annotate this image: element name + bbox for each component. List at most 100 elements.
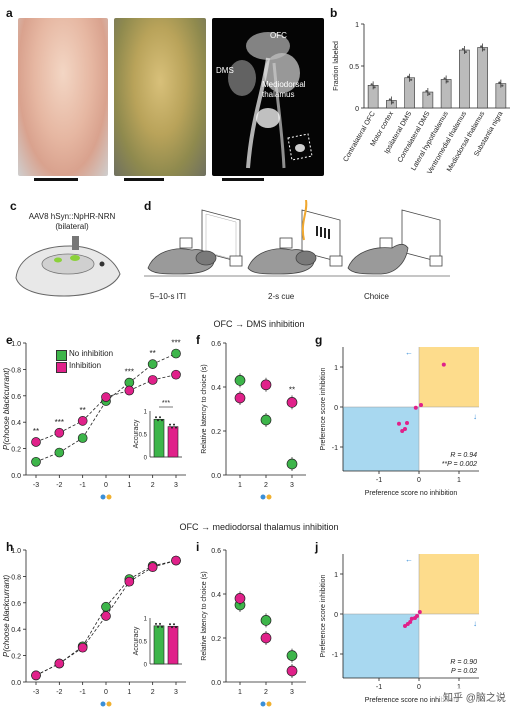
g-y-tick-label: 1 xyxy=(334,365,338,372)
e-inset-tick-label: 1 xyxy=(144,410,148,416)
e-point-inhibition xyxy=(101,392,111,402)
b-dot xyxy=(407,75,410,78)
g-annotation: R = 0.94 xyxy=(450,452,477,459)
b-dot xyxy=(370,83,373,86)
f-y-tick-label: 0.2 xyxy=(211,429,221,436)
e-inset-dot xyxy=(161,419,163,422)
h-y-tick-label: 0.0 xyxy=(11,680,21,687)
e-series-line xyxy=(152,374,177,381)
panel-letter-b: b xyxy=(330,6,338,20)
f-y-tick-label: 0.0 xyxy=(211,473,221,480)
label-cue: 2-s cue xyxy=(268,292,295,301)
e-y-tick-label: 0.6 xyxy=(11,394,21,401)
g-quadrant-lower-left xyxy=(343,407,419,471)
g-point xyxy=(413,405,418,410)
e-point-inhibition xyxy=(77,416,88,426)
h-x-tick-label: 0 xyxy=(104,689,108,696)
g-x-tick-label: 1 xyxy=(457,477,461,484)
e-y-tick-label: 1.0 xyxy=(11,341,21,348)
panel-c-construct: AAV8 hSyn::NpHR-NRN (bilateral) xyxy=(22,212,122,232)
e-blue-drop-icon xyxy=(100,494,106,500)
j-y-tick-label: 1 xyxy=(334,572,338,579)
f-point-inhibition xyxy=(234,392,246,404)
label-iti: 5–10-s ITI xyxy=(150,292,187,301)
b-dot xyxy=(410,78,413,81)
b-dot xyxy=(446,80,449,83)
h-inset-tick-label: 0.5 xyxy=(139,640,148,646)
i-x-tick-label: 1 xyxy=(238,689,242,696)
chart-g: -1 0 1 -1 0 1 Preference score inhibition Prefe… xyxy=(320,347,479,497)
g-y-tick-label: 0 xyxy=(334,405,338,412)
panel-letter-c: c xyxy=(10,199,17,213)
labeled-projection-image xyxy=(228,32,313,169)
h-inset-y-label: Accuracy xyxy=(133,626,140,655)
j-point xyxy=(413,616,417,620)
h-y-tick-label: 0.2 xyxy=(11,654,21,661)
b-dot xyxy=(388,98,391,101)
j-quadrant-upper-right xyxy=(419,554,479,614)
e-point-inhibition xyxy=(124,385,135,396)
panel-letter-j: j xyxy=(315,540,319,554)
b-y-label: Fraction labeled xyxy=(333,41,340,91)
e-inset-tick-label: 0 xyxy=(144,456,148,462)
h-series-line xyxy=(82,615,107,648)
panel-letter-a: a xyxy=(6,6,13,20)
h-blue-drop-icon xyxy=(100,701,106,707)
e-inset-dot xyxy=(173,423,175,426)
j-y-tick-label: -1 xyxy=(332,652,338,659)
e-point-inhibition xyxy=(147,375,158,385)
e-inset-bar xyxy=(153,418,165,458)
b-category-label: Contralateral OFC xyxy=(342,111,376,164)
f-x-tick-label: 2 xyxy=(264,482,268,489)
j-point xyxy=(417,610,422,614)
b-dot xyxy=(483,48,486,51)
brain-photo-labeled xyxy=(212,18,324,176)
h-x-tick-label: -3 xyxy=(33,689,39,696)
e-inset-dot xyxy=(159,416,161,419)
i-point-inhibition xyxy=(286,665,298,677)
i-point-inhibition xyxy=(260,632,272,644)
f-y-label: Relative latency to choice (s) xyxy=(201,364,208,453)
j-point xyxy=(405,622,410,626)
e-significance: ** xyxy=(33,427,39,436)
b-dot xyxy=(425,89,428,93)
e-y-tick-label: 0.8 xyxy=(11,367,21,374)
h-inset-dot xyxy=(169,623,171,626)
e-point-no-inhibition xyxy=(54,447,65,458)
e-y-label: P(choose blackcurrant) xyxy=(2,368,11,451)
e-inset-tick-label: 0.5 xyxy=(139,433,148,439)
h-inset-dot xyxy=(171,626,173,629)
i-y-tick-label: 0.2 xyxy=(211,636,221,643)
e-inset-significance: *** xyxy=(162,400,170,407)
f-blue-drop-icon xyxy=(260,494,266,500)
h-point-inhibition xyxy=(124,576,135,587)
brain-photo-intact xyxy=(18,18,108,176)
h-inset-dot xyxy=(175,626,177,629)
f-significance: ** xyxy=(289,385,295,394)
legend-label-inhibition: Inhibition xyxy=(69,361,102,370)
i-y-tick-label: 0.4 xyxy=(211,592,221,599)
b-dot xyxy=(443,77,446,80)
e-y-tick-label: 0.0 xyxy=(11,473,21,480)
e-x-tick-label: 3 xyxy=(174,482,178,489)
b-bar xyxy=(459,49,470,109)
watermark-text: 知乎 @脑之说 xyxy=(440,688,509,705)
trial-phase-cue xyxy=(244,200,346,277)
panel-letter-g: g xyxy=(315,333,323,347)
j-y-tick-label: 0 xyxy=(334,612,338,619)
h-point-inhibition xyxy=(101,611,111,621)
b-dot xyxy=(373,86,376,89)
chart-i: 0.0 0.2 0.4 0.6 Relative latency to choice (… xyxy=(201,548,306,707)
e-significance: *** xyxy=(171,339,180,348)
b-dot xyxy=(464,50,467,54)
b-y-tick-label: 1 xyxy=(355,22,359,29)
h-point-no-inhibition xyxy=(101,601,111,612)
e-inset-bar xyxy=(167,426,179,458)
h-y-tick-label: 0.6 xyxy=(11,601,21,608)
g-y-label: Preference score inhibition xyxy=(320,367,327,450)
i-point-no-inhibition xyxy=(260,615,272,626)
i-y-tick-label: 0.0 xyxy=(211,680,221,687)
h-orange-drop-icon xyxy=(106,701,112,707)
e-significance: *** xyxy=(125,368,134,377)
h-inset-tick-label: 1 xyxy=(144,617,148,623)
